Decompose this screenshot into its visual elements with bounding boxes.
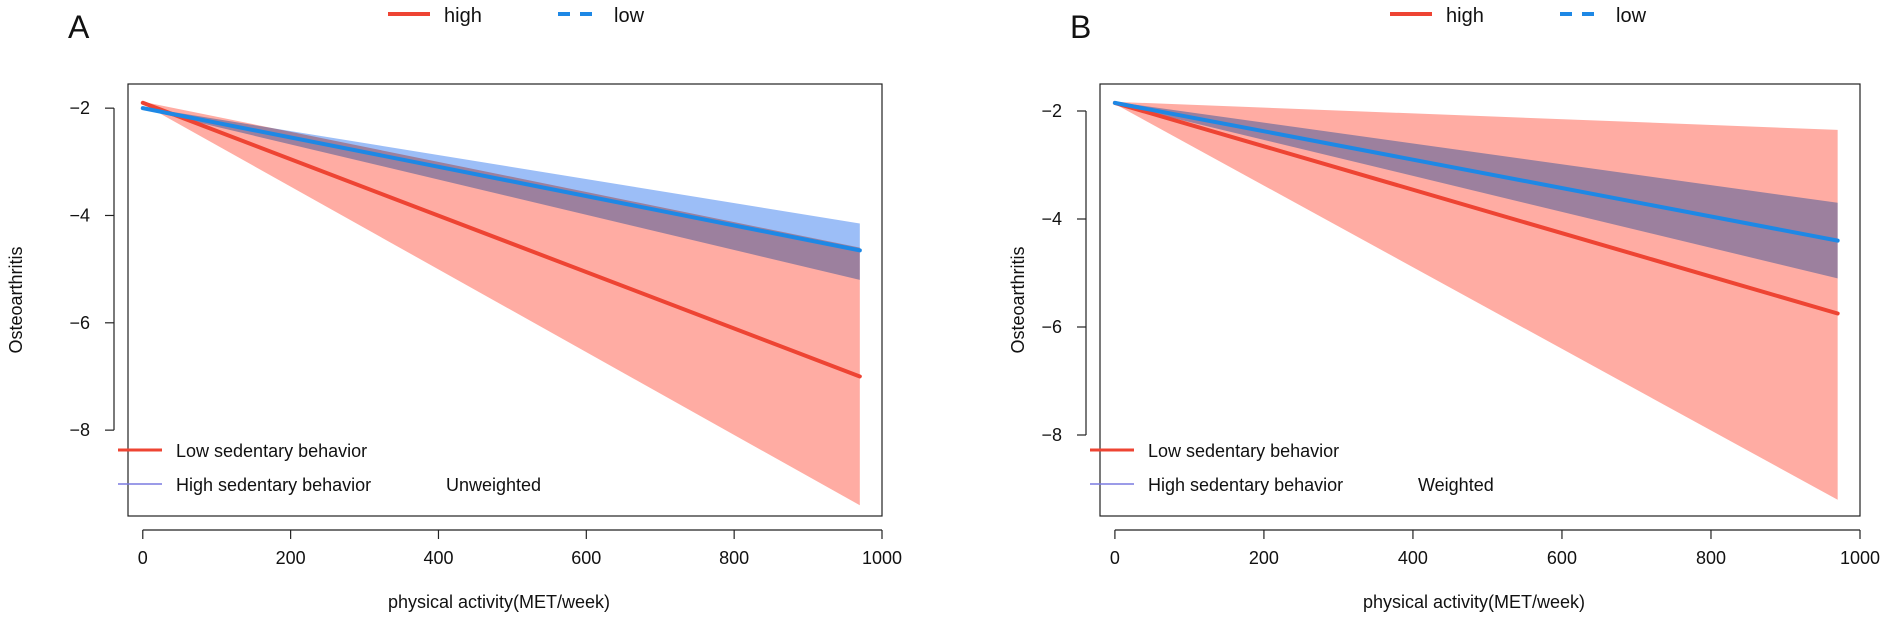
panel-label: A (68, 9, 90, 45)
x-tick-label: 800 (1696, 548, 1726, 568)
series-line (1112, 100, 1840, 243)
confidence-band (142, 107, 860, 280)
weighting-annotation: Weighted (1418, 475, 1494, 495)
series-line (1112, 100, 1840, 316)
y-tick-label: −6 (69, 313, 90, 333)
y-axis-label: Osteoarthritis (1008, 246, 1028, 353)
y-tick-label: −8 (1041, 425, 1062, 445)
top-legend-label: low (1616, 5, 1647, 27)
inset-legend-label: High sedentary behavior (176, 475, 371, 495)
x-tick-label: 600 (1547, 548, 1577, 568)
panel-label: B (1070, 9, 1091, 45)
weighting-annotation: Unweighted (446, 475, 541, 495)
confidence-band (142, 101, 860, 506)
y-tick-label: −4 (69, 205, 90, 225)
confidence-band (1114, 101, 1838, 279)
inset-legend-label: High sedentary behavior (1148, 475, 1343, 495)
y-tick-label: −4 (1041, 209, 1062, 229)
x-tick-label: 600 (571, 548, 601, 568)
top-legend-label: high (444, 5, 482, 27)
x-tick-label: 1000 (862, 548, 902, 568)
y-tick-label: −6 (1041, 317, 1062, 337)
x-tick-label: 400 (1398, 548, 1428, 568)
y-axis-label: Osteoarthritis (6, 246, 26, 353)
top-legend-label: low (614, 5, 645, 27)
x-tick-label: 0 (1110, 548, 1120, 568)
plot-frame (127, 83, 883, 517)
y-tick-label: −2 (69, 98, 90, 118)
series-line (140, 100, 862, 379)
inset-legend-label: Low sedentary behavior (1148, 441, 1339, 461)
y-tick-label: −2 (1041, 101, 1062, 121)
x-tick-label: 400 (423, 548, 453, 568)
y-tick-label: −8 (69, 420, 90, 440)
x-tick-label: 800 (719, 548, 749, 568)
x-axis-label: physical activity(MET/week) (1363, 592, 1585, 612)
plot-frame (1099, 83, 1861, 517)
x-tick-label: 200 (276, 548, 306, 568)
inset-legend-label: Low sedentary behavior (176, 441, 367, 461)
top-legend-label: high (1446, 5, 1484, 27)
x-tick-label: 1000 (1840, 548, 1880, 568)
series-line (140, 106, 862, 253)
x-tick-label: 200 (1249, 548, 1279, 568)
x-tick-label: 0 (138, 548, 148, 568)
x-axis-label: physical activity(MET/week) (388, 592, 610, 612)
